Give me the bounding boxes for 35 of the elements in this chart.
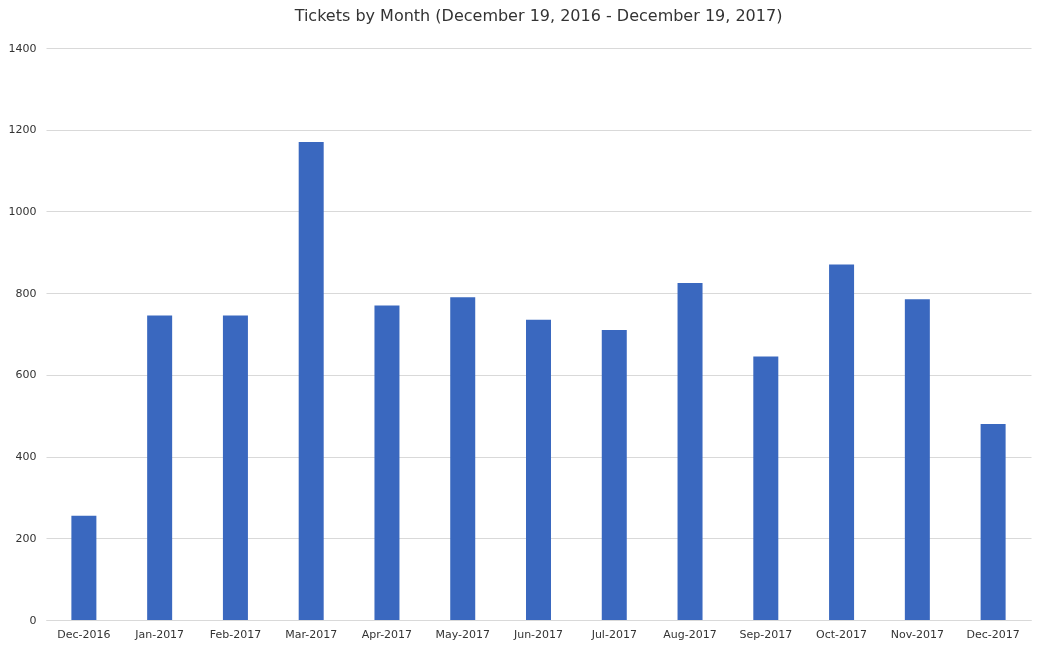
y-tick-label: 1200 xyxy=(8,123,37,137)
y-tick-label: 800 xyxy=(15,286,37,300)
bar xyxy=(147,315,173,620)
x-tick-label: Aug-2017 xyxy=(663,627,717,641)
bar xyxy=(71,515,97,620)
x-tick-label: Jul-2017 xyxy=(590,627,637,641)
bar xyxy=(222,315,248,620)
y-tick-label: 1400 xyxy=(8,41,37,55)
bar xyxy=(526,319,551,620)
x-tick-label: Oct-2017 xyxy=(816,627,868,641)
bar xyxy=(904,299,930,620)
x-tick-label: May-2017 xyxy=(435,627,490,641)
x-tick-label: Sep-2017 xyxy=(739,627,793,641)
bar xyxy=(298,141,324,620)
bar xyxy=(980,423,1006,620)
bar xyxy=(829,264,855,620)
y-tick-label: 1000 xyxy=(8,204,37,218)
bar xyxy=(374,305,400,620)
x-tick-label: Feb-2017 xyxy=(209,627,262,641)
x-tick-label: Mar-2017 xyxy=(285,627,338,641)
y-tick-label: 0 xyxy=(29,613,37,627)
x-tick-label: Jun-2017 xyxy=(512,627,564,641)
bar xyxy=(753,356,779,620)
x-tick-label: Nov-2017 xyxy=(890,627,944,641)
x-tick-label: Dec-2016 xyxy=(57,627,111,641)
x-tick-label: Apr-2017 xyxy=(361,627,413,641)
bar xyxy=(601,329,627,620)
y-tick-label: 600 xyxy=(15,368,37,382)
y-tick-label: 400 xyxy=(15,450,37,464)
bar xyxy=(677,282,703,620)
y-tick-label: 200 xyxy=(15,531,37,545)
x-tick-label: Dec-2017 xyxy=(966,627,1020,641)
bar xyxy=(450,297,476,620)
chart-title: Tickets by Month (December 19, 2016 - December 19, 2017) xyxy=(293,6,783,25)
x-tick-label: Jan-2017 xyxy=(134,627,185,641)
